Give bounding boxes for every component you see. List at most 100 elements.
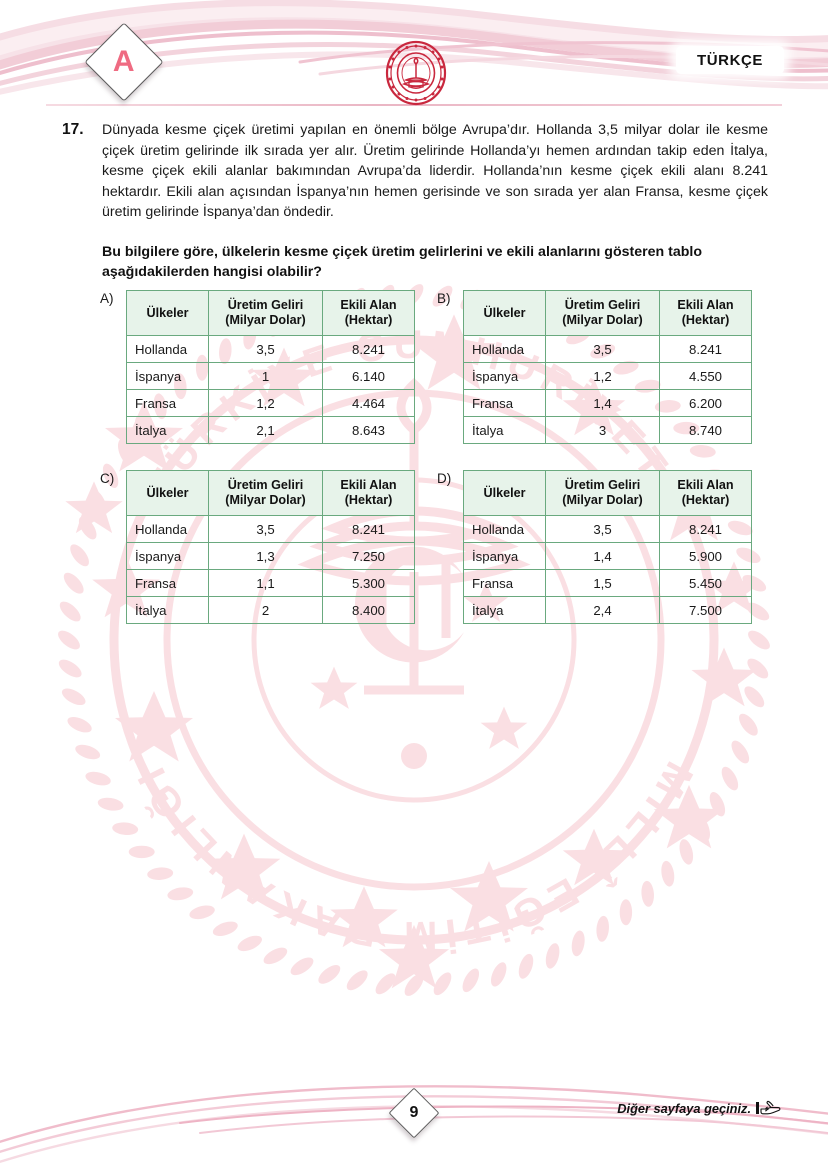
cell-country: İtalya bbox=[463, 596, 546, 624]
table-row: Fransa 1,1 5.300 bbox=[126, 569, 415, 597]
cell-income: 1,2 bbox=[208, 389, 323, 417]
cell-area: 8.740 bbox=[659, 416, 752, 444]
cell-country: Fransa bbox=[126, 389, 209, 417]
cell-area: 5.300 bbox=[322, 569, 415, 597]
cell-area: 8.241 bbox=[322, 515, 415, 543]
next-page-note: Diğer sayfaya geçiniz. bbox=[617, 1100, 782, 1116]
cell-income: 1 bbox=[208, 362, 323, 390]
cell-area: 8.241 bbox=[659, 335, 752, 363]
header-countries: Ülkeler bbox=[126, 470, 209, 516]
seal-ring-text-bottom: MİLLÎ EĞİTİM BAKANLIĞI bbox=[127, 755, 694, 958]
booklet-letter: A bbox=[112, 45, 136, 78]
header-area-line2: (Hektar) bbox=[344, 493, 393, 507]
cell-country: İspanya bbox=[463, 362, 546, 390]
header-countries: Ülkeler bbox=[463, 290, 546, 336]
cell-income: 2,4 bbox=[545, 596, 660, 624]
cell-income: 1,2 bbox=[545, 362, 660, 390]
header-income-line2: (Milyar Dolar) bbox=[225, 493, 306, 507]
cell-area: 6.140 bbox=[322, 362, 415, 390]
cell-country: Fransa bbox=[463, 389, 546, 417]
cell-income: 1,1 bbox=[208, 569, 323, 597]
cell-country: İtalya bbox=[126, 416, 209, 444]
cell-area: 8.241 bbox=[322, 335, 415, 363]
header-income-line2: (Milyar Dolar) bbox=[562, 313, 643, 327]
header-area: Ekili Alan (Hektar) bbox=[322, 290, 415, 336]
page-footer: 9 Diğer sayfaya geçiniz. bbox=[0, 1075, 828, 1167]
cell-country: Hollanda bbox=[126, 335, 209, 363]
option-a-table: Ülkeler Üretim Geliri (Milyar Dolar) Eki… bbox=[126, 290, 415, 444]
option-a[interactable]: A) Ülkeler Üretim Geliri (Milyar Dolar) … bbox=[100, 290, 415, 444]
table-header-row: Ülkeler Üretim Geliri (Milyar Dolar) Eki… bbox=[463, 470, 752, 516]
question-stem: Dünyada kesme çiçek üretimi yapılan en ö… bbox=[102, 122, 768, 220]
header-income-line2: (Milyar Dolar) bbox=[225, 313, 306, 327]
svg-text:MİLLÎ EĞİTİM BAKANLIĞI: MİLLÎ EĞİTİM BAKANLIĞI bbox=[127, 755, 701, 958]
cell-area: 8.241 bbox=[659, 515, 752, 543]
header-income-line1: Üretim Geliri bbox=[227, 478, 304, 492]
header-income-line2: (Milyar Dolar) bbox=[562, 493, 643, 507]
header-income-line1: Üretim Geliri bbox=[564, 298, 641, 312]
header-area-line2: (Hektar) bbox=[344, 313, 393, 327]
page-number: 9 bbox=[409, 1104, 419, 1121]
option-d[interactable]: D) Ülkeler Üretim Geliri (Milyar Dolar) … bbox=[437, 470, 752, 624]
header-area-line2: (Hektar) bbox=[681, 313, 730, 327]
next-page-text: Diğer sayfaya geçiniz. bbox=[617, 1100, 751, 1116]
cell-area: 8.400 bbox=[322, 596, 415, 624]
header-area: Ekili Alan (Hektar) bbox=[659, 470, 752, 516]
cell-country: Fransa bbox=[463, 569, 546, 597]
cell-country: Hollanda bbox=[126, 515, 209, 543]
pointing-hand-icon bbox=[756, 1100, 781, 1115]
table-row: İspanya 1,3 7.250 bbox=[126, 542, 415, 570]
cell-income: 1,4 bbox=[545, 389, 660, 417]
header-income: Üretim Geliri (Milyar Dolar) bbox=[545, 470, 660, 516]
table-row: Hollanda 3,5 8.241 bbox=[126, 335, 415, 363]
table-row: İtalya 3 8.740 bbox=[463, 416, 752, 444]
question-body: Dünyada kesme çiçek üretimi yapılan en ö… bbox=[102, 120, 768, 283]
table-row: İspanya 1 6.140 bbox=[126, 362, 415, 390]
option-b-table: Ülkeler Üretim Geliri (Milyar Dolar) Eki… bbox=[463, 290, 752, 444]
cell-country: İspanya bbox=[126, 542, 209, 570]
cell-income: 2 bbox=[208, 596, 323, 624]
subject-label: TÜRKÇE bbox=[696, 51, 764, 69]
option-c[interactable]: C) Ülkeler Üretim Geliri (Milyar Dolar) … bbox=[100, 470, 415, 624]
cell-country: İspanya bbox=[463, 542, 546, 570]
meb-emblem-icon bbox=[385, 40, 447, 106]
cell-income: 3,5 bbox=[545, 335, 660, 363]
cell-area: 5.900 bbox=[659, 542, 752, 570]
cell-country: İtalya bbox=[126, 596, 209, 624]
cell-country: İspanya bbox=[126, 362, 209, 390]
table-row: Fransa 1,4 6.200 bbox=[463, 389, 752, 417]
table-row: İtalya 2,1 8.643 bbox=[126, 416, 415, 444]
cell-area: 8.643 bbox=[322, 416, 415, 444]
cell-area: 7.250 bbox=[322, 542, 415, 570]
header-area: Ekili Alan (Hektar) bbox=[322, 470, 415, 516]
header-area-line1: Ekili Alan bbox=[677, 478, 734, 492]
header-area-line1: Ekili Alan bbox=[340, 298, 397, 312]
option-b[interactable]: B) Ülkeler Üretim Geliri (Milyar Dolar) … bbox=[437, 290, 752, 444]
table-row: İtalya 2,4 7.500 bbox=[463, 596, 752, 624]
option-d-table: Ülkeler Üretim Geliri (Milyar Dolar) Eki… bbox=[463, 470, 752, 624]
table-row: Hollanda 3,5 8.241 bbox=[126, 515, 415, 543]
option-c-table: Ülkeler Üretim Geliri (Milyar Dolar) Eki… bbox=[126, 470, 415, 624]
option-d-letter: D) bbox=[437, 471, 452, 486]
header-area-line2: (Hektar) bbox=[681, 493, 730, 507]
table-row: Hollanda 3,5 8.241 bbox=[463, 515, 752, 543]
cell-income: 1,5 bbox=[545, 569, 660, 597]
table-row: İtalya 2 8.400 bbox=[126, 596, 415, 624]
header-area-line1: Ekili Alan bbox=[340, 478, 397, 492]
table-row: İspanya 1,2 4.550 bbox=[463, 362, 752, 390]
cell-area: 4.550 bbox=[659, 362, 752, 390]
table-row: Fransa 1,2 4.464 bbox=[126, 389, 415, 417]
table-row: İspanya 1,4 5.900 bbox=[463, 542, 752, 570]
cell-income: 1,4 bbox=[545, 542, 660, 570]
table-row: Hollanda 3,5 8.241 bbox=[463, 335, 752, 363]
option-c-letter: C) bbox=[100, 471, 115, 486]
cell-country: İtalya bbox=[463, 416, 546, 444]
cell-area: 7.500 bbox=[659, 596, 752, 624]
header-countries: Ülkeler bbox=[126, 290, 209, 336]
booklet-type-badge: A bbox=[84, 22, 164, 102]
question-prompt: Bu bilgilere göre, ülkelerin kesme çiçek… bbox=[102, 243, 703, 281]
question-number: 17. bbox=[62, 121, 84, 138]
header-countries: Ülkeler bbox=[463, 470, 546, 516]
option-a-letter: A) bbox=[100, 291, 114, 306]
